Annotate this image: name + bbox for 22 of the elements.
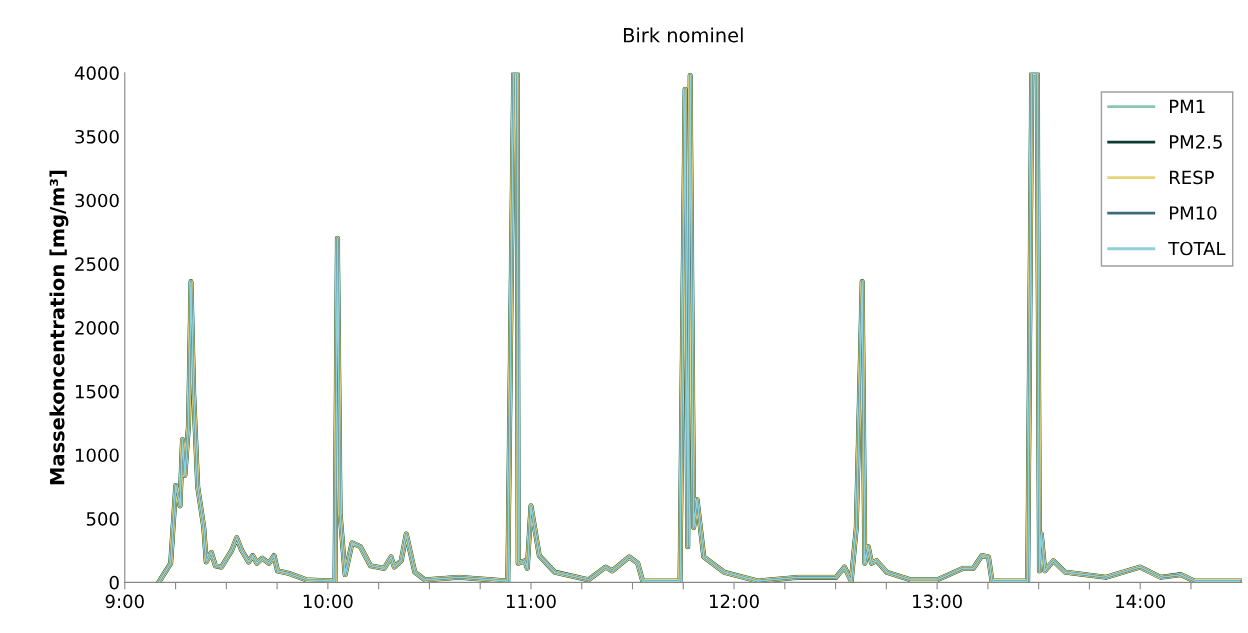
legend-label: RESP xyxy=(1170,170,1214,185)
x-tick-label: 14:00 xyxy=(1116,594,1166,609)
legend-label: TOTAL xyxy=(1168,241,1226,256)
y-tick-label: 0 xyxy=(109,575,119,590)
y-tick-label: 1500 xyxy=(75,384,119,399)
y-tick-label: 2500 xyxy=(75,257,119,271)
y-tick-label: 4000 xyxy=(74,66,119,80)
chart-title: Birk nominel xyxy=(623,27,743,43)
x-tick-label: 10:00 xyxy=(303,594,353,609)
legend-label: PM2.5 xyxy=(1170,135,1222,149)
y-tick-label: 3500 xyxy=(75,129,119,144)
x-tick-label: 9:00 xyxy=(105,594,144,609)
x-tick-label: 11:00 xyxy=(506,594,556,609)
y-tick-label: 2000 xyxy=(75,321,119,335)
y-axis-title: Massekoncentration [mg/m³] xyxy=(49,170,69,485)
y-tick-label: 500 xyxy=(86,512,119,526)
legend-label: PM1 xyxy=(1170,99,1205,113)
legend-label: PM10 xyxy=(1170,206,1217,220)
x-tick-label: 13:00 xyxy=(913,594,962,609)
y-tick-label: 1000 xyxy=(75,448,119,463)
x-tick-label: 12:00 xyxy=(710,594,759,609)
y-tick-label: 3000 xyxy=(75,193,119,208)
